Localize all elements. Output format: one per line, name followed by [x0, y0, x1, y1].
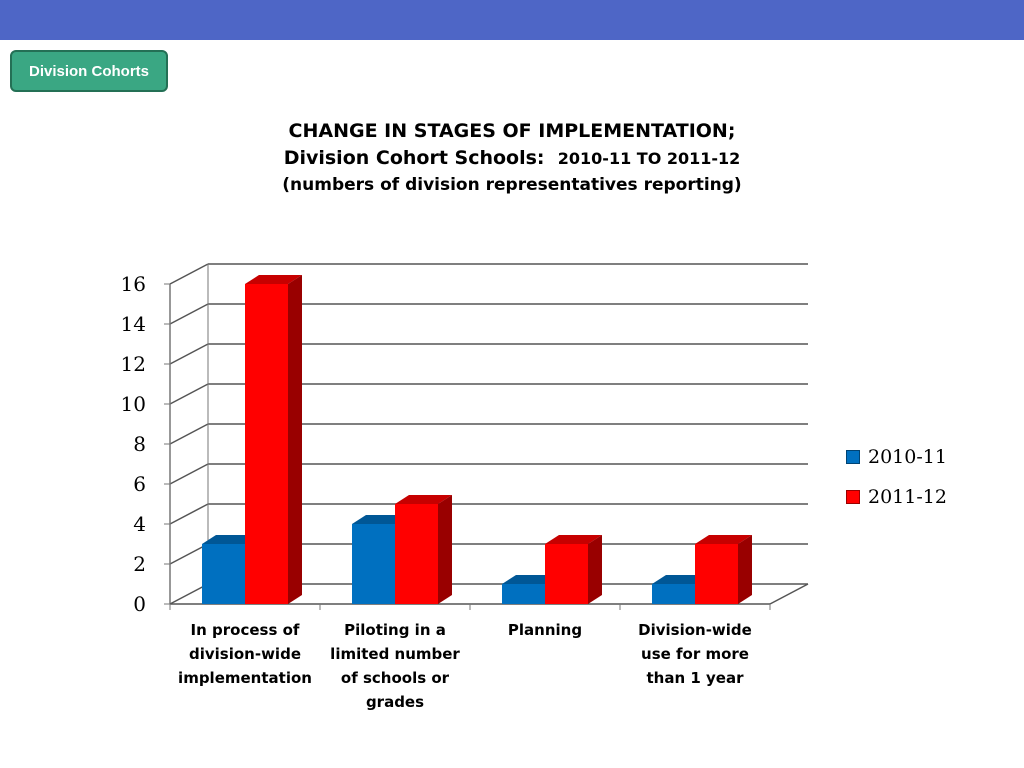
x-category-label-line: division-wide	[189, 645, 301, 663]
bar-top-2010-11-4	[652, 575, 709, 584]
legend-label: 2011-12	[868, 486, 947, 508]
x-category-label-line: Piloting in a	[344, 621, 446, 639]
x-category-label-line: In process of	[190, 621, 300, 639]
gridline-side	[169, 343, 209, 365]
bar-2011-12-1	[245, 284, 288, 604]
gridline-side	[169, 583, 209, 605]
gridline-side	[169, 303, 209, 325]
legend-item: 2011-12	[846, 486, 947, 508]
bar-2011-12-3	[545, 544, 588, 604]
x-category-label-line: use for more	[641, 645, 749, 663]
bar-2010-11-3	[502, 584, 545, 604]
bar-2011-12-4	[695, 544, 738, 604]
gridline-side	[169, 383, 209, 405]
y-tick-label: 2	[133, 552, 146, 576]
y-tick-label: 4	[133, 512, 146, 536]
y-tick-label: 12	[121, 352, 146, 376]
y-tick-label: 16	[121, 272, 146, 296]
title-line-2: Division Cohort Schools: 2010-11 TO 2011…	[140, 145, 884, 172]
chart-title: CHANGE IN STAGES OF IMPLEMENTATION; Divi…	[140, 118, 884, 198]
bar-side-2011-12-1	[288, 275, 302, 604]
x-category-label-line: grades	[365, 693, 425, 711]
bar-top-2011-12-3	[545, 535, 602, 544]
bar-2010-11-4	[652, 584, 695, 604]
floor-right-edge	[769, 583, 809, 605]
gridline-side	[169, 423, 209, 445]
bar-side-2011-12-4	[738, 535, 752, 604]
y-tick-label: 14	[121, 312, 146, 336]
x-category-label: Division-wide use for more than 1 year	[620, 618, 770, 690]
title-line-2-years: 2010-11 TO 2011-12	[557, 149, 741, 168]
gridline-side	[169, 263, 209, 285]
x-category-label: In process of division-wide implementation	[170, 618, 320, 690]
bar-top-2010-11-3	[502, 575, 559, 584]
gridline-side	[169, 503, 209, 525]
x-category-label-line: of schools or	[340, 669, 450, 687]
legend-label: 2010-11	[868, 446, 947, 468]
x-category-label-line: limited number	[330, 645, 460, 663]
x-category-label-line: Division-wide	[638, 621, 752, 639]
x-category-label-line: implementation	[178, 669, 312, 687]
bar-2011-12-2	[395, 504, 438, 604]
legend-swatch	[846, 490, 860, 504]
y-tick-label: 0	[133, 592, 146, 616]
bar-2010-11-2	[352, 524, 395, 604]
gridline-side	[169, 543, 209, 565]
top-bar	[0, 0, 1024, 40]
bar-top-2010-11-2	[352, 515, 409, 524]
legend-item: 2010-11	[846, 446, 947, 468]
x-category-label-line: than 1 year	[646, 669, 744, 687]
y-tick-label: 8	[133, 432, 146, 456]
x-category-label: Piloting in a limited number of schools or…	[320, 618, 470, 714]
bar-side-2011-12-3	[588, 535, 602, 604]
bar-top-2011-12-4	[695, 535, 752, 544]
bar-top-2011-12-2	[395, 495, 452, 504]
gridline-side	[169, 463, 209, 485]
title-line-1: CHANGE IN STAGES OF IMPLEMENTATION;	[288, 120, 736, 142]
legend-swatch	[846, 450, 860, 464]
title-line-2-cohort: Division Cohort Schools:	[283, 147, 545, 169]
title-line-3: (numbers of division representatives rep…	[282, 175, 742, 195]
bar-2010-11-1	[202, 544, 245, 604]
bar-top-2010-11-1	[202, 535, 259, 544]
y-tick-label: 10	[121, 392, 146, 416]
x-category-label-line: Planning	[507, 621, 583, 639]
y-tick-label: 6	[133, 472, 146, 496]
x-category-label: Planning	[470, 618, 620, 642]
bar-top-2011-12-1	[245, 275, 302, 284]
division-cohorts-badge[interactable]: Division Cohorts	[10, 50, 168, 92]
bar-side-2011-12-2	[438, 495, 452, 604]
